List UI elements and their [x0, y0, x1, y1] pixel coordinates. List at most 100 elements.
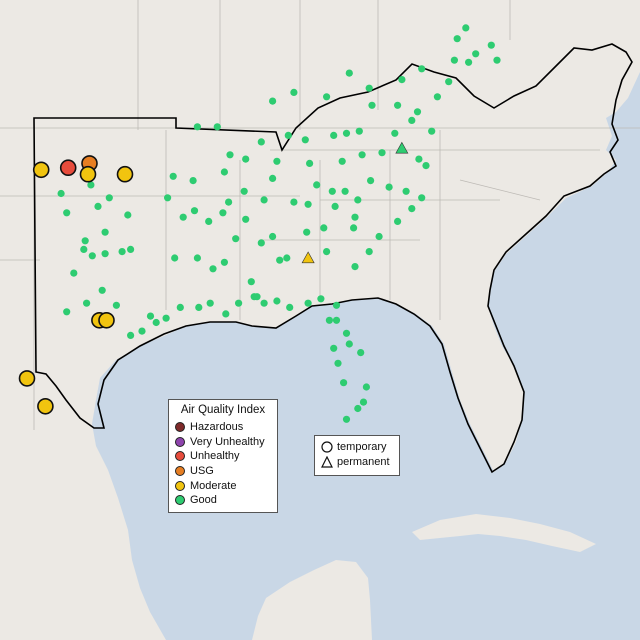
monitor-good[interactable]: [169, 172, 177, 180]
monitor-good[interactable]: [94, 202, 102, 210]
monitor-good[interactable]: [357, 349, 365, 357]
monitor-good[interactable]: [105, 194, 113, 202]
monitor-good[interactable]: [232, 235, 240, 243]
monitor-good[interactable]: [378, 149, 386, 157]
monitor-good[interactable]: [87, 181, 95, 189]
monitor-good[interactable]: [176, 303, 184, 311]
monitor-good[interactable]: [253, 293, 261, 301]
monitor-good[interactable]: [162, 314, 170, 322]
monitor-good[interactable]: [362, 383, 370, 391]
monitor-good[interactable]: [422, 162, 430, 170]
monitor-good[interactable]: [260, 196, 268, 204]
monitor-good[interactable]: [462, 24, 470, 32]
monitor-good[interactable]: [269, 174, 277, 182]
monitor-good[interactable]: [269, 97, 277, 105]
monitor-good[interactable]: [334, 359, 342, 367]
monitor-moderate[interactable]: [301, 251, 315, 264]
monitor-good[interactable]: [345, 340, 353, 348]
monitor-good[interactable]: [269, 232, 277, 241]
monitor-good[interactable]: [301, 136, 309, 144]
monitor-good[interactable]: [57, 189, 65, 198]
monitor-good[interactable]: [193, 123, 201, 131]
monitor-good[interactable]: [220, 258, 228, 266]
monitor-good[interactable]: [235, 299, 243, 307]
monitor-moderate[interactable]: [32, 161, 50, 179]
monitor-good[interactable]: [138, 327, 146, 335]
monitor-good[interactable]: [83, 299, 91, 307]
monitor-good[interactable]: [341, 187, 349, 195]
monitor-good[interactable]: [394, 101, 402, 109]
monitor-good[interactable]: [220, 168, 228, 176]
monitor-good[interactable]: [276, 256, 284, 264]
monitor-unhealthy[interactable]: [59, 159, 77, 176]
monitor-good[interactable]: [284, 131, 292, 139]
monitor-moderate[interactable]: [37, 397, 54, 415]
monitor-good[interactable]: [112, 301, 120, 309]
monitor-good[interactable]: [283, 254, 291, 262]
monitor-good[interactable]: [226, 151, 234, 159]
monitor-good[interactable]: [394, 217, 402, 225]
monitor-good[interactable]: [330, 344, 338, 352]
monitor-good[interactable]: [368, 101, 376, 109]
monitor-good[interactable]: [101, 228, 109, 236]
monitor-good[interactable]: [385, 183, 393, 191]
monitor-good[interactable]: [260, 299, 268, 307]
monitor-good[interactable]: [146, 312, 155, 320]
monitor-good[interactable]: [331, 202, 339, 210]
monitor-good[interactable]: [465, 58, 473, 66]
monitor-good[interactable]: [171, 254, 179, 262]
monitor-good[interactable]: [342, 329, 351, 337]
monitor-good[interactable]: [332, 316, 341, 324]
monitor-good[interactable]: [273, 297, 281, 305]
monitor-good[interactable]: [408, 116, 416, 124]
monitor-good[interactable]: [354, 404, 362, 413]
monitor-good[interactable]: [313, 181, 321, 189]
monitor-good[interactable]: [320, 224, 328, 232]
monitor-good[interactable]: [358, 151, 366, 159]
monitor-good[interactable]: [365, 84, 373, 92]
monitor-good[interactable]: [63, 209, 71, 217]
monitor-good[interactable]: [350, 224, 358, 232]
monitor-good[interactable]: [325, 316, 333, 324]
monitor-moderate[interactable]: [18, 370, 36, 387]
monitor-good[interactable]: [124, 211, 132, 219]
monitor-good[interactable]: [428, 127, 436, 135]
monitor-good[interactable]: [345, 69, 353, 77]
monitor-moderate[interactable]: [98, 311, 115, 329]
monitor-good[interactable]: [190, 207, 199, 215]
monitor-good[interactable]: [257, 138, 265, 146]
monitor-good[interactable]: [206, 299, 214, 307]
monitor-good[interactable]: [445, 78, 453, 86]
monitor-good[interactable]: [317, 295, 325, 303]
monitor-good[interactable]: [418, 65, 426, 73]
monitor-good[interactable]: [189, 177, 197, 185]
monitor-good[interactable]: [342, 129, 351, 137]
monitor-good[interactable]: [304, 299, 312, 307]
monitor-good[interactable]: [152, 318, 160, 327]
monitor-good[interactable]: [225, 198, 233, 206]
monitor-good[interactable]: [354, 196, 362, 204]
monitor-good[interactable]: [88, 252, 96, 260]
monitor-good[interactable]: [205, 217, 213, 225]
monitor-good[interactable]: [63, 308, 71, 316]
monitor-good[interactable]: [273, 157, 281, 165]
monitor-good[interactable]: [433, 93, 441, 101]
monitor-good[interactable]: [402, 187, 410, 195]
monitor-good[interactable]: [375, 232, 383, 241]
monitor-good[interactable]: [242, 155, 250, 163]
monitor-good[interactable]: [338, 157, 346, 165]
monitor-good[interactable]: [328, 187, 336, 195]
monitor-good[interactable]: [408, 205, 416, 213]
monitor-good[interactable]: [101, 250, 109, 258]
monitor-good[interactable]: [70, 269, 78, 277]
monitor-good[interactable]: [303, 228, 311, 236]
monitor-good[interactable]: [306, 159, 314, 167]
monitor-good[interactable]: [395, 141, 409, 154]
monitor-good[interactable]: [415, 155, 423, 163]
monitor-good[interactable]: [418, 194, 426, 202]
monitor-good[interactable]: [351, 263, 359, 271]
monitor-good[interactable]: [413, 108, 422, 116]
monitor-good[interactable]: [209, 265, 217, 273]
monitor-good[interactable]: [247, 278, 255, 286]
